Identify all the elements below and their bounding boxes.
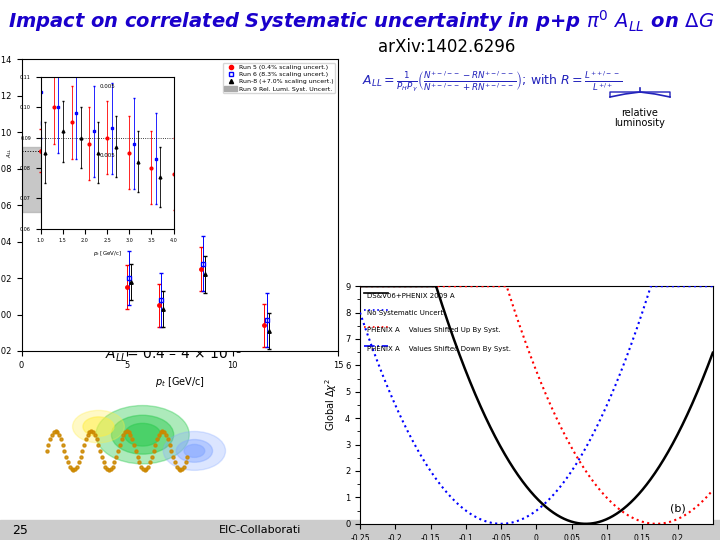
Text: R=1.18$\times$10$^{-3}$ + 0.21$\times$10$^{-3}$: R=1.18$\times$10$^{-3}$ + 0.21$\times$10… [105, 326, 297, 345]
Y-axis label: Global $\Delta\chi^2$: Global $\Delta\chi^2$ [323, 379, 339, 431]
Text: relative: relative [621, 108, 658, 118]
Circle shape [184, 444, 204, 457]
Circle shape [112, 415, 174, 454]
Text: PHENIX A    Values Shifted Down By Syst.: PHENIX A Values Shifted Down By Syst. [367, 346, 511, 352]
Text: 2009: Relative Luminosity: 2009: Relative Luminosity [105, 275, 285, 289]
Text: No Systematic Uncert.: No Systematic Uncert. [367, 310, 446, 316]
Text: as physics asymmetry: as physics asymmetry [105, 309, 260, 323]
Text: DS&V06+PHENIX 2009 A: DS&V06+PHENIX 2009 A [367, 293, 455, 299]
Circle shape [125, 423, 161, 446]
Text: arXiv:1402.6296: arXiv:1402.6296 [378, 38, 516, 56]
Text: luminosity: luminosity [615, 118, 665, 128]
Legend: Run 5 (0.4% scaling uncert.), Run 6 (8.3% scaling uncert.), Run-8 (+7.0% scaling: Run 5 (0.4% scaling uncert.), Run 6 (8.3… [222, 63, 336, 93]
Circle shape [73, 410, 125, 443]
Circle shape [176, 440, 212, 462]
Text: EIC-Collaborati: EIC-Collaborati [219, 525, 301, 535]
Circle shape [83, 417, 114, 436]
X-axis label: $p_{t}$ [GeV/c]: $p_{t}$ [GeV/c] [155, 375, 205, 389]
Text: uncertainty same size: uncertainty same size [105, 292, 258, 306]
Text: $A_{LL} = \frac{1}{P_H P_\gamma}\left(\frac{N^{+-/--} - RN^{+-/--}}{N^{+-/--} + : $A_{LL} = \frac{1}{P_H P_\gamma}\left(\f… [362, 70, 622, 94]
Text: Impact on correlated Systematic uncertainty in p+p $\pi^0$ $A_{LL}$ on $\Delta G: Impact on correlated Systematic uncertai… [8, 8, 714, 34]
Text: 25: 25 [12, 523, 28, 537]
Text: (b): (b) [670, 504, 686, 514]
Text: PHENIX A    Values Shifted Up By Syst.: PHENIX A Values Shifted Up By Syst. [367, 327, 501, 333]
Text: $A_{LL}$= 0.4 – 4 $\times$ 10$^{-3}$: $A_{LL}$= 0.4 – 4 $\times$ 10$^{-3}$ [105, 343, 243, 364]
Bar [0, 520, 720, 540]
Bar [22, 147, 123, 212]
Circle shape [96, 406, 189, 464]
Circle shape [163, 431, 225, 470]
